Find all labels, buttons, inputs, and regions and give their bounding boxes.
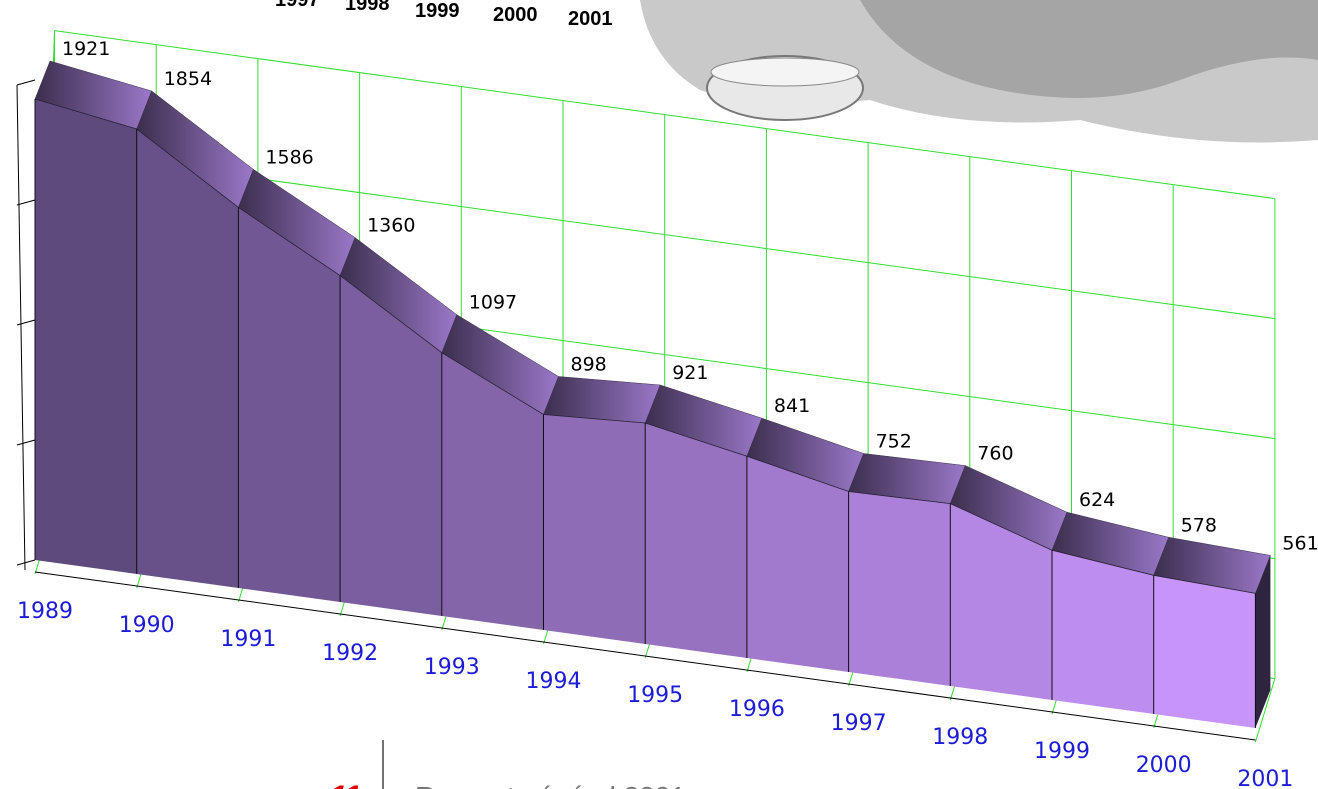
x-tick-label: 1992 — [322, 641, 378, 666]
area-front-face — [238, 207, 340, 602]
area-front-face — [1154, 575, 1256, 728]
y-tick-mark — [17, 200, 35, 205]
x-tick-label: 2001 — [1237, 767, 1293, 789]
top-label: 2000 — [493, 4, 538, 26]
value-label: 578 — [1181, 514, 1217, 536]
value-label: 624 — [1079, 489, 1115, 511]
top-label: 1998 — [345, 0, 390, 15]
x-tick-label: 1998 — [932, 725, 988, 750]
value-label: 561 — [1282, 532, 1318, 554]
x-tick-label: 1989 — [17, 599, 73, 624]
value-label: 1854 — [164, 68, 212, 90]
x-tick-label: 1990 — [119, 613, 175, 638]
page-number: 11 — [330, 780, 361, 789]
x-tick-label: 2000 — [1136, 753, 1192, 778]
value-label: 752 — [876, 431, 912, 453]
value-label: 760 — [977, 443, 1013, 465]
y-tick-mark — [17, 320, 35, 325]
top-label: 1999 — [415, 0, 460, 22]
page: 1921 1989 1854 1990 1586 1991 1360 1992 1097 1993… — [0, 0, 1318, 789]
area-front-face — [137, 129, 239, 588]
value-label: 1921 — [62, 38, 110, 60]
y-tick-mark — [17, 80, 35, 85]
x-tick-label: 1997 — [831, 711, 887, 736]
area-front-face — [544, 415, 646, 645]
area-front-face — [35, 99, 137, 574]
dog-photo — [640, 0, 1318, 143]
x-tick-label: 1993 — [424, 655, 480, 680]
area-front-face — [645, 423, 747, 658]
y-tick-mark — [17, 560, 35, 565]
value-label: 1586 — [265, 146, 313, 168]
area-front-face — [849, 492, 951, 687]
area-front-face — [747, 456, 849, 672]
x-tick-label: 1991 — [220, 627, 276, 652]
footer-text: Rapport général 2001 — [415, 781, 686, 789]
top-label: 2001 — [568, 8, 613, 30]
y-axis — [17, 85, 25, 570]
area-front-face — [1052, 550, 1154, 714]
x-tick-label: 1996 — [729, 697, 785, 722]
chart: 1921 1989 1854 1990 1586 1991 1360 1992 1097 1993… — [17, 31, 1318, 789]
y-tick-mark — [17, 440, 35, 445]
top-label: 1997 — [275, 0, 320, 11]
x-tick-label: 1995 — [627, 683, 683, 708]
value-label: 1360 — [367, 215, 415, 237]
x-tick-label: 1999 — [1034, 739, 1090, 764]
value-label: 841 — [774, 395, 810, 417]
value-label: 1097 — [469, 292, 517, 314]
value-label: 898 — [571, 353, 607, 375]
x-tick-label: 1994 — [526, 669, 582, 694]
value-label: 921 — [672, 362, 708, 384]
